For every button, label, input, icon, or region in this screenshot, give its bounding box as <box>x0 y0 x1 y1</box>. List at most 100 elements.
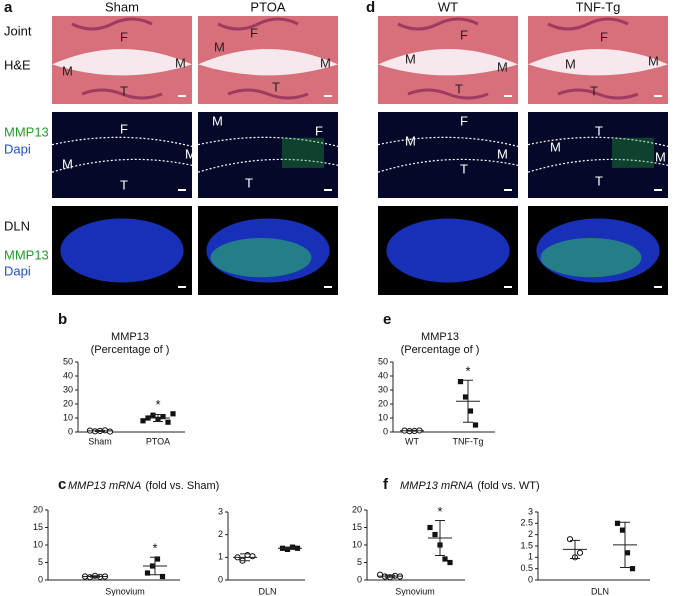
y-tick-label: 50 <box>378 356 388 366</box>
data-point <box>427 524 433 531</box>
region-letter: F <box>460 113 468 128</box>
y-tick-label: 0 <box>383 426 388 436</box>
joint-space <box>378 49 518 76</box>
significance-star: * <box>437 504 442 519</box>
x-tick-label: PTOA <box>146 436 170 446</box>
tissue-boundary <box>527 136 669 173</box>
y-tick-label: 2.5 <box>520 518 533 528</box>
data-point <box>629 566 636 572</box>
region-letter: M <box>62 63 73 78</box>
x-tick-label: Sham <box>88 436 112 446</box>
y-tick-label: 3 <box>528 506 533 516</box>
y-tick-label: 10 <box>352 539 362 549</box>
y-tick-label: 20 <box>63 398 73 408</box>
lymph-node <box>60 218 184 283</box>
x-label: Synovium <box>395 586 435 596</box>
data-point <box>619 527 626 533</box>
error-bar <box>620 521 630 569</box>
chart-title: MMP13 <box>111 331 149 343</box>
row-label: DLN <box>4 218 30 233</box>
micrograph: F M M T <box>198 16 338 104</box>
tissue-boundary <box>51 136 193 173</box>
column-header: WT <box>438 0 458 14</box>
row-label: Dapi <box>4 141 31 156</box>
if-image <box>378 112 518 198</box>
data-point <box>159 573 166 580</box>
significance-star: * <box>465 364 470 379</box>
bone-texture <box>217 17 309 100</box>
lymph-node <box>386 218 510 283</box>
if-image <box>198 112 338 198</box>
y-tick-label: 50 <box>63 356 73 366</box>
y-tick-label: 1 <box>528 552 533 562</box>
region-letter: M <box>62 156 73 171</box>
y-tick-label: 20 <box>352 504 362 514</box>
y-tick-label: 40 <box>63 370 73 380</box>
micrograph <box>378 206 518 295</box>
region-letter: F <box>315 123 323 138</box>
chart-subtitle: (Percentage of ) <box>91 344 170 356</box>
panel-label: d <box>366 0 375 16</box>
panel-label: c <box>58 476 66 493</box>
micrograph: F M M T <box>377 112 519 198</box>
mmp13-signal <box>540 238 642 278</box>
region-letter: M <box>565 56 576 71</box>
y-tick-label: 20 <box>378 398 388 408</box>
chart-title: MMP13 <box>421 331 459 343</box>
significance-star: * <box>152 541 157 556</box>
region-letter: M <box>550 139 561 154</box>
bone-texture <box>71 17 163 100</box>
micrograph: F M M T <box>51 112 196 198</box>
row-label: Dapi <box>4 263 31 278</box>
data-point <box>566 536 574 543</box>
data-point <box>457 379 464 385</box>
region-letter: M <box>648 53 659 68</box>
region-letter: T <box>245 175 253 190</box>
y-tick-label: 30 <box>378 384 388 394</box>
error-bar <box>90 575 100 578</box>
data-point <box>170 411 176 417</box>
region-letter: M <box>175 55 186 70</box>
chart-title: MMP13 mRNA (fold vs. WT) <box>400 480 540 492</box>
error-bar <box>435 520 445 556</box>
column-header: PTOA <box>250 0 285 14</box>
y-tick-label: 1 <box>218 552 223 562</box>
x-label: DLN <box>258 586 276 596</box>
micrograph <box>528 206 668 295</box>
region-letter: M <box>212 113 223 128</box>
panel-label: a <box>4 0 13 16</box>
region-letter: T <box>460 161 468 176</box>
y-tick-label: 15 <box>352 522 362 532</box>
y-tick-label: 0 <box>528 574 533 584</box>
panel-label: b <box>58 311 67 328</box>
column-header: Sham <box>105 0 139 14</box>
error-bar <box>463 379 473 423</box>
micrograph: F M M T <box>52 16 192 104</box>
if-image <box>52 112 192 198</box>
micrograph: F M M T <box>378 16 518 104</box>
joint-space <box>528 49 668 76</box>
bone-texture <box>397 17 489 100</box>
region-letter: T <box>595 123 603 138</box>
micrograph: T M M T <box>527 112 669 198</box>
x-label: DLN <box>591 586 609 596</box>
micrograph <box>52 206 192 295</box>
y-tick-label: 10 <box>63 412 73 422</box>
data-point <box>249 553 256 560</box>
mmp13-signal <box>612 137 654 168</box>
x-label: Synovium <box>105 586 145 596</box>
region-letter: M <box>185 146 196 161</box>
region-letter: F <box>460 27 468 42</box>
chart-title-italic: MMP13 mRNA <box>400 480 473 492</box>
y-tick-label: 5 <box>38 557 43 567</box>
x-tick-label: TNF-Tg <box>453 436 484 446</box>
error-bar <box>407 429 417 432</box>
region-letter: T <box>455 81 463 96</box>
region-letter: M <box>214 39 225 54</box>
y-tick-label: 0 <box>38 574 43 584</box>
error-bar <box>285 546 295 550</box>
if-image <box>528 112 668 198</box>
chart-title-rest: (fold vs. WT) <box>477 480 539 492</box>
data-point <box>144 570 151 576</box>
region-letter: F <box>250 25 258 40</box>
